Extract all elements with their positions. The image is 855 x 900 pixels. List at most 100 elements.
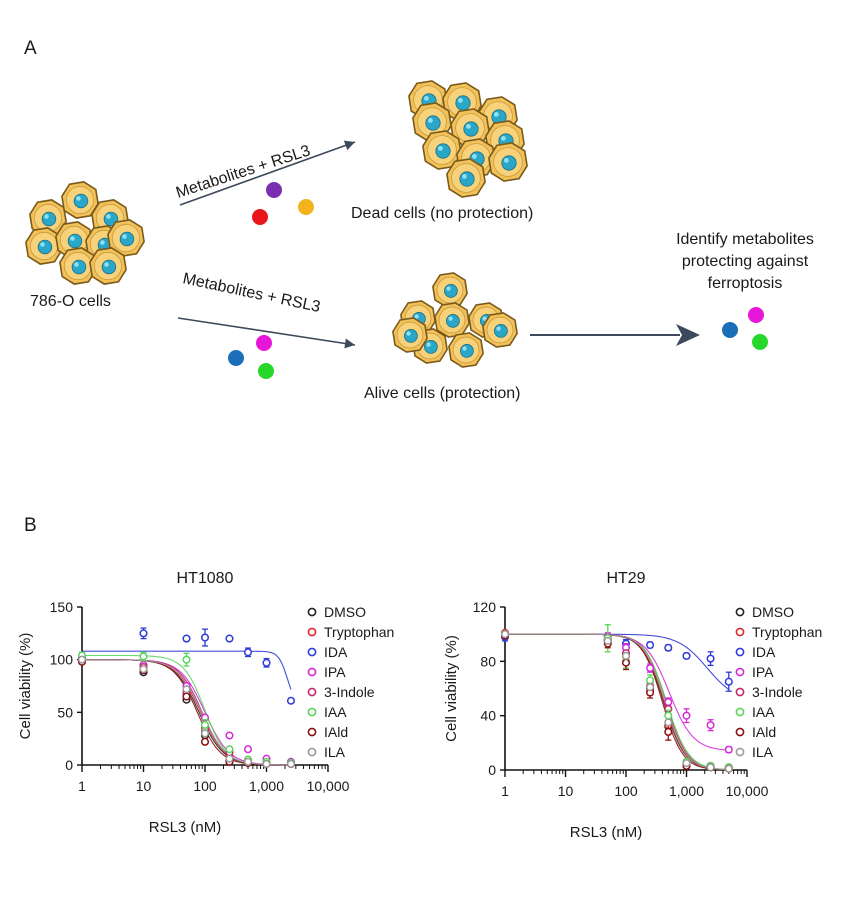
data-point-ila (139, 665, 148, 674)
start-cell (25, 227, 63, 265)
y-axis-label: Cell viability (%) (443, 635, 460, 742)
legend-label: DMSO (752, 604, 794, 620)
data-point-ila (77, 655, 87, 664)
legend-marker (307, 727, 317, 737)
data-point-ila (646, 683, 655, 692)
data-point-iald (200, 737, 210, 746)
nucleus-highlight (482, 316, 487, 321)
y-tick-label: 0 (488, 762, 496, 778)
nucleus-highlight (70, 236, 75, 241)
nucleus-highlight (496, 326, 501, 331)
metabolite-blue (228, 350, 244, 366)
x-tick-label: 10,000 (726, 783, 769, 799)
legend-label: Tryptophan (752, 624, 822, 640)
data-point-ila (200, 729, 210, 738)
protective-metabolite-green (752, 334, 768, 350)
legend-label: IAA (324, 704, 347, 720)
arrow-head (344, 338, 355, 349)
start-cell (29, 199, 67, 237)
dead-cell (422, 130, 462, 170)
fit-curve-ila (505, 633, 729, 771)
result-label-line2: protecting against (681, 253, 809, 270)
legend-marker (307, 647, 317, 657)
data-point-iaa (225, 745, 234, 754)
alive-cell (448, 332, 484, 368)
nucleus-highlight (106, 214, 111, 219)
metabolite-purple (266, 182, 282, 198)
data-point-ida (724, 677, 733, 686)
legend-label: ILA (324, 744, 346, 760)
nucleus-highlight (100, 240, 105, 245)
data-point-ipa (225, 731, 234, 740)
chart-ht1080: HT1080 0 50 100 150 1 10 100 1,000 10,000 RSL3 (nM… (17, 570, 394, 836)
legend-label: IPA (752, 664, 774, 680)
x-axis-label: RSL3 (nM) (149, 819, 222, 836)
alive-cell (432, 272, 468, 308)
panel-a-letter: A (24, 38, 37, 59)
data-point-iald (664, 727, 673, 737)
x-tick-label: 1,000 (249, 778, 284, 794)
nucleus-highlight (504, 158, 509, 163)
nucleus-highlight (424, 96, 429, 101)
alive-cell (482, 312, 518, 348)
alive-cell (412, 328, 448, 364)
data-point-iaa (200, 720, 210, 730)
nucleus-highlight (446, 286, 451, 291)
legend-marker (307, 607, 317, 617)
legend-marker (735, 607, 745, 617)
x-tick-label: 1 (78, 778, 86, 794)
nucleus-highlight (462, 174, 467, 179)
data-point-iald (621, 658, 631, 667)
data-point-iaa (664, 711, 673, 720)
legend-label: Tryptophan (324, 624, 394, 640)
nucleus-highlight (448, 316, 453, 321)
metabolite-red (252, 209, 268, 225)
nucleus-highlight (44, 214, 49, 219)
data-point-ida (646, 640, 655, 650)
data-point-ida (200, 633, 210, 642)
legend-label: IAA (752, 704, 775, 720)
data-point-ila (603, 636, 612, 646)
start-cell (89, 247, 127, 285)
data-point-ida (182, 634, 191, 643)
data-point-iaa (646, 676, 655, 685)
panel-b-letter: B (24, 515, 37, 536)
legend-label: IAld (324, 724, 348, 740)
data-point-ila (500, 630, 510, 639)
data-point-ida (139, 629, 148, 638)
legend-label: IDA (324, 644, 348, 660)
protective-metabolite-magenta (748, 307, 764, 323)
y-tick-label: 50 (57, 704, 73, 720)
nucleus-highlight (104, 262, 109, 267)
x-tick-label: 1 (501, 783, 509, 799)
legend-label: IAld (752, 724, 776, 740)
data-point-ida (286, 696, 296, 705)
data-point-ida (262, 658, 271, 667)
metabolite-yellow (298, 199, 314, 215)
legend-marker (735, 727, 745, 737)
legend-label: 3-Indole (324, 684, 375, 700)
fit-curve-ipa (82, 659, 291, 766)
x-tick-label: 10,000 (307, 778, 350, 794)
nucleus-highlight (501, 136, 506, 141)
start-cell (59, 247, 97, 285)
legend-marker (307, 707, 317, 717)
data-point-iaa (182, 655, 191, 664)
arrow-shaft (179, 141, 356, 206)
protective-metabolite-blue (722, 322, 738, 338)
fit-curve-dmso (82, 659, 291, 766)
chart-title: HT29 (606, 570, 645, 587)
data-point-ida (706, 654, 715, 663)
nucleus-highlight (76, 196, 81, 201)
x-tick-label: 100 (193, 778, 217, 794)
y-tick-label: 150 (50, 599, 74, 615)
data-point-ipa (724, 745, 733, 754)
data-point-ida (243, 648, 253, 657)
alive-cell (392, 317, 428, 353)
nucleus-highlight (74, 262, 79, 267)
legend-marker (735, 747, 745, 757)
y-tick-label: 100 (50, 652, 74, 668)
